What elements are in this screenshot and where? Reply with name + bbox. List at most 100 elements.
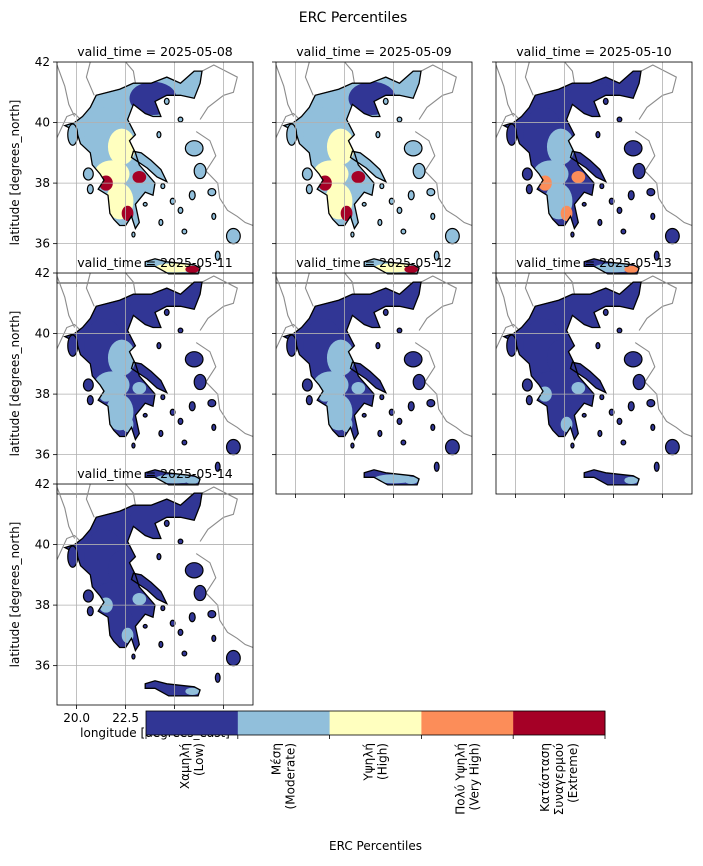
class-area [107, 550, 136, 587]
border-line [199, 64, 238, 120]
colorbar-label-line: Χαμηλή [178, 743, 192, 789]
island [158, 429, 164, 438]
colorbar-label-line: Πολύ Υψηλή [453, 743, 467, 815]
island [623, 351, 643, 368]
border-line [195, 131, 253, 227]
panel-title: valid_time = 2025-05-12 [296, 255, 452, 270]
colorbar-label-line: (Extreme) [566, 743, 580, 803]
island [597, 218, 603, 227]
coastline [63, 281, 203, 441]
island [595, 131, 601, 139]
panel-title: valid_time = 2025-05-08 [77, 44, 233, 59]
island [521, 167, 533, 181]
island [506, 123, 518, 146]
class-area [351, 381, 366, 395]
border-line [564, 273, 575, 295]
colorbar-label-line: Υψηλή [362, 743, 376, 782]
coastline [502, 281, 642, 441]
y-tick-label: 42 [35, 55, 50, 69]
y-tick-label: 36 [35, 659, 50, 673]
island [286, 123, 298, 146]
island [184, 351, 204, 368]
island [646, 187, 656, 197]
island [400, 228, 407, 235]
coastline [583, 469, 640, 486]
map-panel: valid_time = 2025-05-11 36 38 40 42 latitude … [8, 255, 254, 498]
border-line [496, 64, 515, 117]
island [400, 439, 407, 446]
class-area [571, 170, 586, 184]
class-area [185, 687, 200, 696]
island [188, 401, 196, 412]
map-panel: valid_time = 2025-05-08 36 38 40 42 latitude … [8, 44, 254, 287]
island [67, 334, 79, 357]
class-area [107, 128, 136, 165]
map-panel: valid_time = 2025-05-09 [272, 44, 473, 287]
island [602, 308, 609, 316]
colorbar-class-label: Υψηλή(High) [362, 743, 390, 782]
island [142, 623, 148, 629]
border-line [524, 273, 534, 307]
coastline [583, 258, 640, 275]
island [632, 162, 646, 180]
island [207, 609, 217, 619]
island [82, 167, 94, 181]
island [650, 423, 656, 432]
colorbar-label-line: (High) [376, 743, 390, 780]
island [286, 334, 298, 357]
island [207, 398, 217, 408]
island [214, 250, 221, 261]
island [160, 605, 166, 612]
island [433, 250, 440, 261]
island [525, 184, 533, 195]
island [521, 378, 533, 392]
island [627, 401, 635, 412]
border-line [125, 273, 136, 295]
island [616, 417, 623, 425]
island [632, 373, 646, 391]
border-line [276, 275, 295, 328]
island [361, 412, 367, 418]
class-area [129, 503, 177, 537]
panels-group: valid_time = 2025-05-08 36 38 40 42 latitude … [8, 44, 693, 740]
island [599, 183, 605, 190]
island [67, 545, 79, 568]
colorbar-title: ERC Percentiles [329, 839, 422, 853]
island [570, 231, 575, 238]
y-tick-label: 40 [35, 116, 50, 130]
class-area [348, 81, 396, 115]
island [444, 227, 460, 245]
class-area [624, 476, 639, 485]
island [382, 97, 389, 105]
island [382, 308, 389, 316]
x-tick-label: 22.5 [112, 711, 139, 725]
island [407, 190, 415, 201]
class-area [107, 339, 136, 376]
map-panel: valid_time = 2025-05-12 [272, 255, 473, 498]
island [444, 438, 460, 456]
y-tick-label: 42 [35, 477, 50, 491]
class-area [129, 292, 177, 326]
coastline [282, 281, 422, 441]
island [177, 327, 184, 334]
island [616, 116, 623, 123]
y-axis-label: latitude [degrees_north] [8, 522, 22, 668]
island [375, 131, 381, 139]
coastline [63, 70, 203, 230]
border-line [414, 131, 472, 227]
island [82, 378, 94, 392]
colorbar-swatch [421, 711, 514, 735]
y-tick-label: 38 [35, 387, 50, 401]
border-line [418, 64, 457, 120]
island [177, 538, 184, 545]
island [158, 218, 164, 227]
island [193, 584, 207, 602]
island [350, 442, 355, 449]
border-line [638, 275, 677, 331]
class-area [404, 265, 419, 274]
island [225, 227, 241, 245]
panel-frame [495, 61, 693, 284]
coastline [349, 150, 388, 183]
colorbar-class-label: Μέση(Moderate) [270, 743, 298, 809]
island [581, 412, 587, 418]
